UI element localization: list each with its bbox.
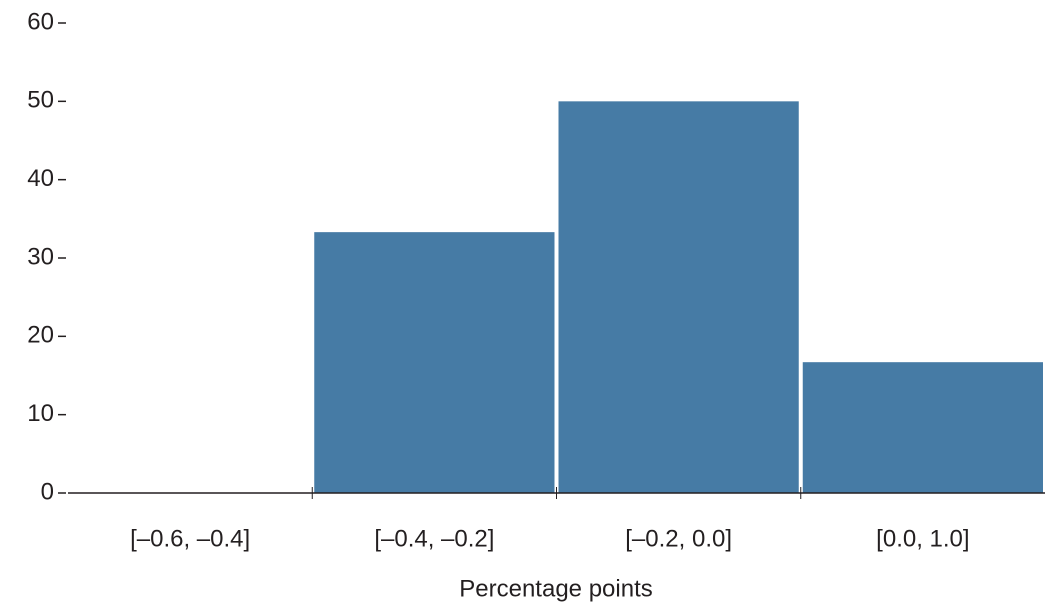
x-tick-label: [–0.4, –0.2]: [374, 525, 494, 552]
bar: [314, 232, 555, 493]
x-axis-label: Percentage points: [459, 575, 652, 602]
y-tick-label: 60: [27, 8, 54, 35]
x-tick-label: [–0.2, 0.0]: [625, 525, 732, 552]
y-tick-label: 10: [27, 400, 54, 427]
x-tick-label: [0.0, 1.0]: [876, 525, 969, 552]
y-tick-label: 50: [27, 87, 54, 114]
y-tick-label: 0: [41, 478, 54, 505]
bar: [558, 101, 799, 493]
y-tick-label: 20: [27, 322, 54, 349]
bar: [802, 362, 1043, 493]
y-tick-label: 40: [27, 165, 54, 192]
y-tick-label: 30: [27, 243, 54, 270]
x-tick-label: [–0.6, –0.4]: [130, 525, 250, 552]
